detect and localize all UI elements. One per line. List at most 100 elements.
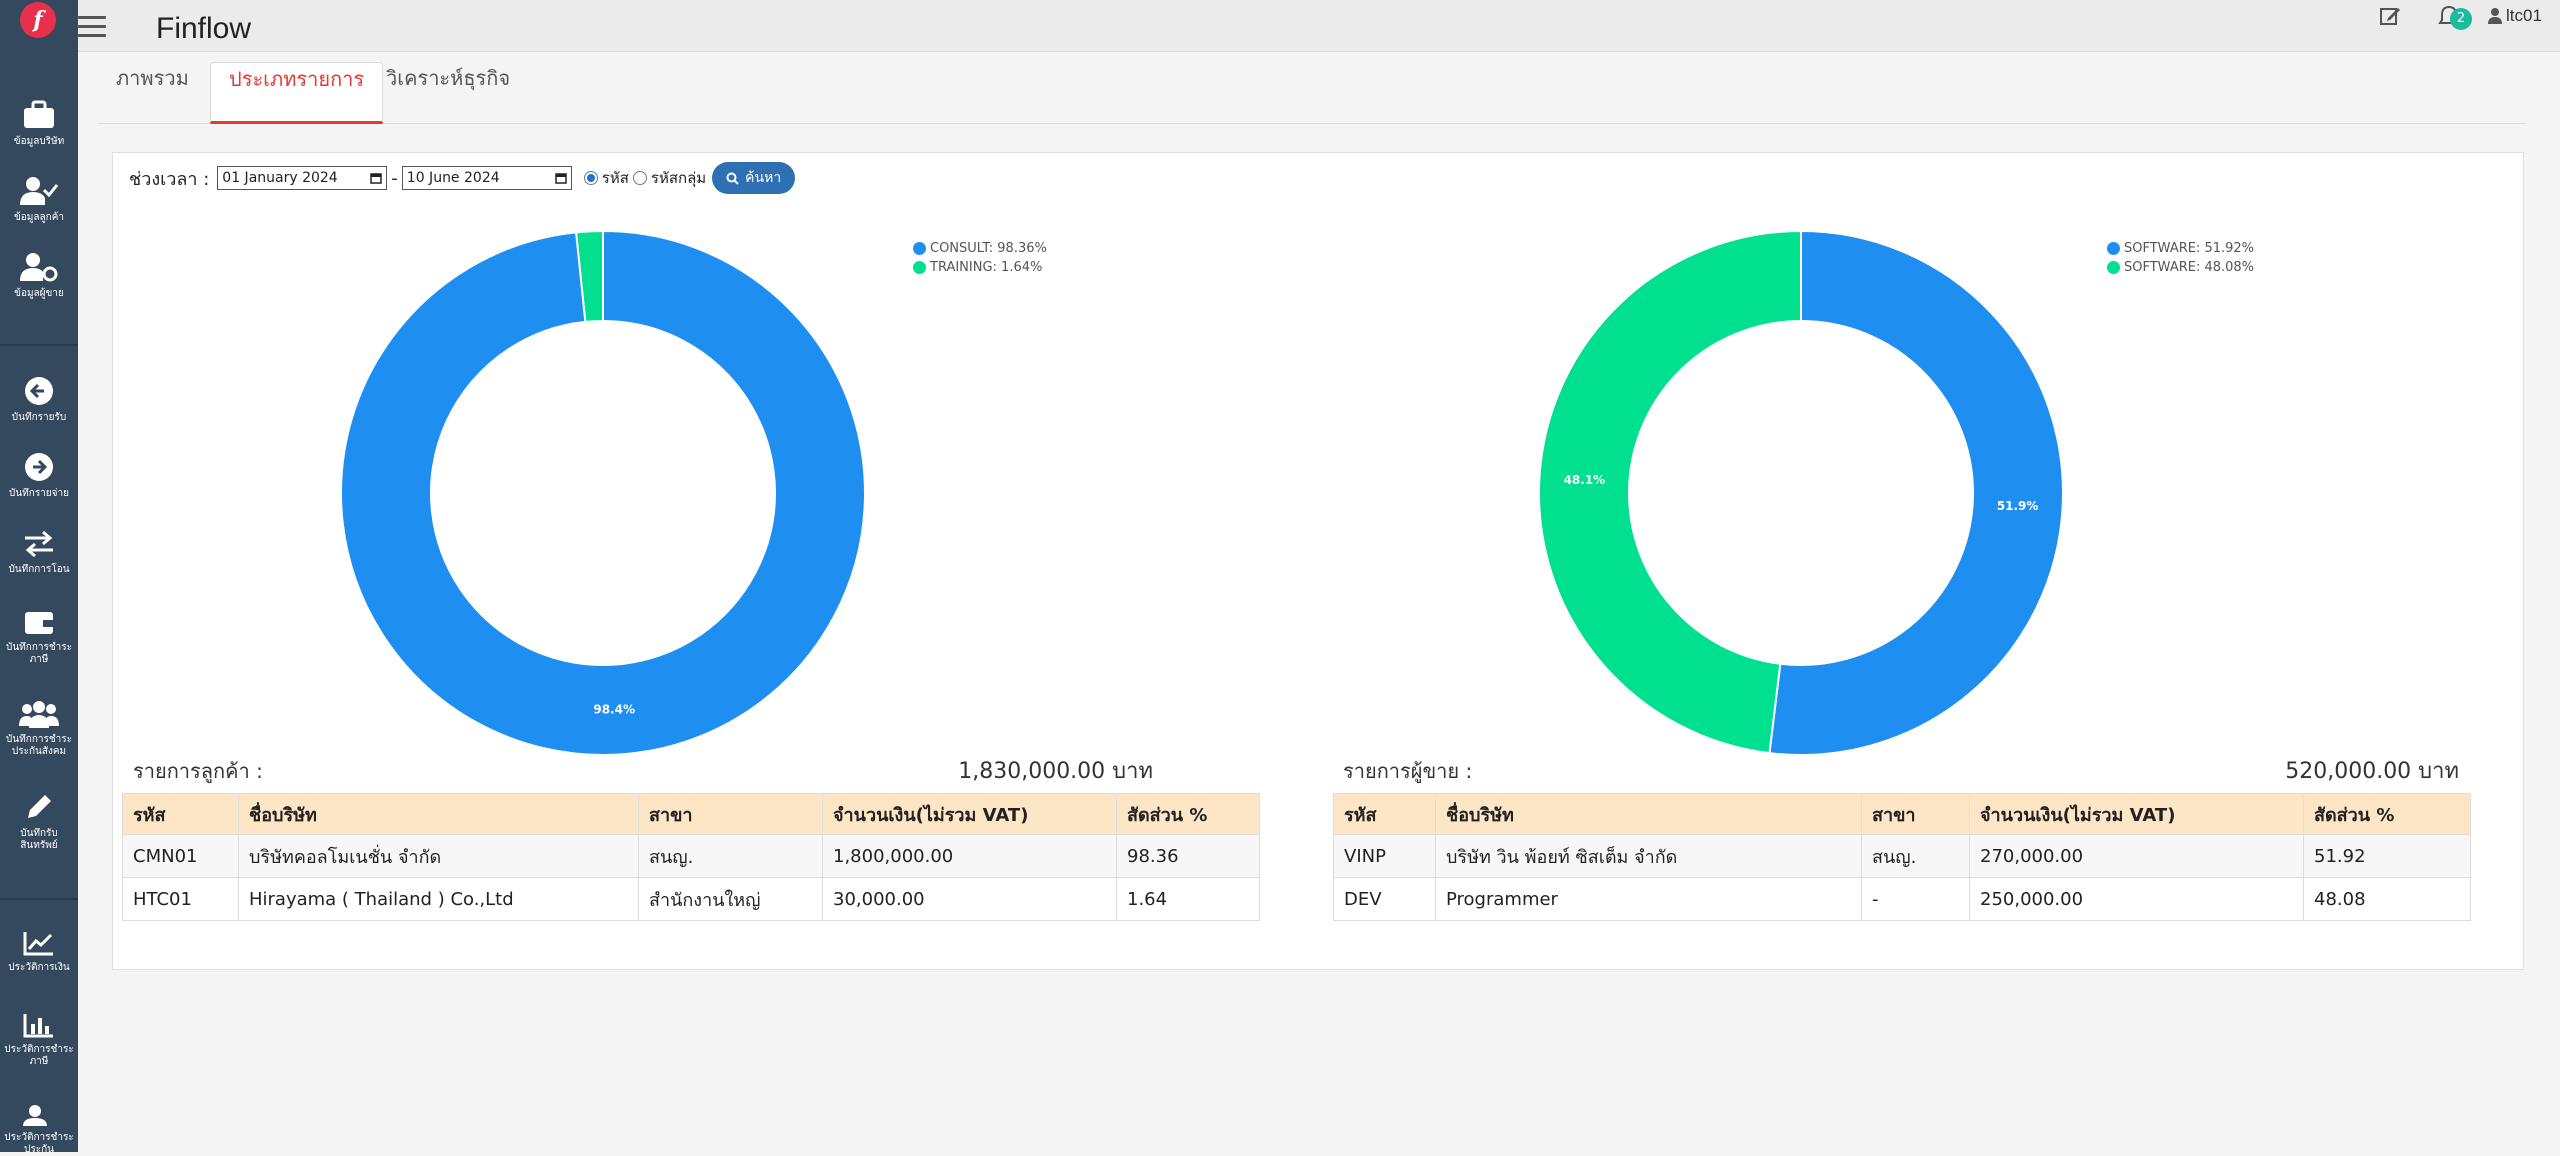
period-label: ช่วงเวลา : <box>129 168 210 190</box>
sidebar-item-income[interactable]: บันทึกรายรับ <box>0 376 78 424</box>
vendors-total: 520,000.00 บาท <box>2285 759 2459 784</box>
column-header[interactable]: สัดส่วน % <box>1116 793 1260 835</box>
line-chart-icon <box>23 932 53 956</box>
bell-icon[interactable] <box>2438 4 2460 28</box>
legend-item[interactable]: SOFTWARE: 48.08% <box>2107 258 2254 277</box>
topbar: Finflow 2 ltc01 <box>78 0 2560 52</box>
legend-item[interactable]: CONSULT: 98.36% <box>913 239 1047 258</box>
arrow-left-circle-icon <box>25 377 53 405</box>
username: ltc01 <box>2506 6 2542 25</box>
table-row[interactable]: CMN01 บริษัทคอลโมเนชั่น จำกัด สนญ. 1,800… <box>122 834 1260 878</box>
vendors-table: รหัส ชื่อบริษัท สาขา จำนวนเงิน(ไม่รวม VA… <box>1333 793 2471 921</box>
calendar-icon <box>555 173 567 184</box>
sidebar-item-vendors[interactable]: ข้อมูลผู้ขาย <box>0 252 78 300</box>
sidebar-item-expense[interactable]: บันทึกรายจ่าย <box>0 452 78 500</box>
cell-percent: 98.36 <box>1116 834 1260 878</box>
cell-code: DEV <box>1333 877 1436 921</box>
sidebar-item-label: ประวัติการชำระประกัน <box>4 1132 74 1155</box>
users-icon <box>19 701 59 728</box>
user-menu[interactable]: ltc01 <box>2488 6 2542 26</box>
cell-amount: 270,000.00 <box>1969 834 2304 878</box>
cell-branch: สำนักงานใหญ่ <box>638 877 823 921</box>
tab-transaction-types[interactable]: ประเภทรายการ <box>210 62 384 124</box>
cell-company: บริษัท วิน พ้อยท์ ซิสเต็ม จำกัด <box>1435 834 1862 878</box>
cell-percent: 51.92 <box>2303 834 2471 878</box>
calendar-icon <box>370 173 383 184</box>
legend-item[interactable]: TRAINING: 1.64% <box>913 258 1047 277</box>
radio-code[interactable] <box>583 171 598 185</box>
sidebar-item-assets[interactable]: บันทึกรับสินทรัพย์ <box>0 792 78 852</box>
sidebar-item-label: บันทึกรายจ่าย <box>8 488 69 499</box>
arrow-right-circle-icon <box>25 453 53 481</box>
sidebar: f ข้อมูลบริษัท ข้อมูลลูกค้า ข้อมูลผู้ขาย… <box>0 0 78 1155</box>
hamburger-menu-icon[interactable] <box>78 16 106 38</box>
sidebar-item-insurance-history[interactable]: ประวัติการชำระประกัน <box>0 1104 78 1156</box>
sidebar-divider <box>0 344 78 346</box>
sidebar-item-tax[interactable]: บันทึกการชำระภาษี <box>0 608 78 666</box>
cell-company: บริษัทคอลโมเนชั่น จำกัด <box>238 834 639 878</box>
customers-table: รหัส ชื่อบริษัท สาขา จำนวนเงิน(ไม่รวม VA… <box>122 793 1260 921</box>
user-check-icon <box>20 177 58 205</box>
exchange-icon <box>25 530 53 558</box>
vendors-section-title: รายการผู้ขาย : <box>1343 759 1473 783</box>
search-button[interactable]: ค้นหา <box>712 162 796 194</box>
donut-slice-software[interactable] <box>1768 229 2064 756</box>
sidebar-item-transfer[interactable]: บันทึกการโอน <box>0 530 78 576</box>
column-header[interactable]: สัดส่วน % <box>2303 793 2471 835</box>
table-row[interactable]: DEV Programmer - 250,000.00 48.08 <box>1333 877 2471 921</box>
briefcase-icon <box>24 100 54 128</box>
cell-percent: 48.08 <box>2303 877 2471 921</box>
column-header[interactable]: ชื่อบริษัท <box>1435 793 1862 835</box>
donut-slice-software[interactable] <box>1538 229 1802 755</box>
date-to-input[interactable]: 10 June 2024 <box>401 166 572 190</box>
sidebar-item-customers[interactable]: ข้อมูลลูกค้า <box>0 176 78 224</box>
column-header[interactable]: จำนวนเงิน(ไม่รวม VAT) <box>822 793 1117 835</box>
sidebar-item-label: ประวัติการเงิน <box>8 962 70 973</box>
sidebar-item-tax-history[interactable]: ประวัติการชำระภาษี <box>0 1012 78 1068</box>
radio-group-code-label: รหัสกลุ่ม <box>650 169 707 187</box>
date-from-value: 01 January 2024 <box>222 170 338 186</box>
column-header[interactable]: จำนวนเงิน(ไม่รวม VAT) <box>1969 793 2304 835</box>
column-header[interactable]: ชื่อบริษัท <box>238 793 639 835</box>
cell-branch: สนญ. <box>638 834 823 878</box>
legend-item[interactable]: SOFTWARE: 51.92% <box>2107 239 2254 258</box>
sidebar-item-label: บันทึกการชำระภาษี <box>5 642 72 665</box>
column-header[interactable]: รหัส <box>122 793 239 835</box>
cell-code: HTC01 <box>122 877 239 921</box>
table-row[interactable]: HTC01 Hirayama ( Thailand ) Co.,Ltd สำนั… <box>122 877 1260 921</box>
edit-icon[interactable] <box>2378 4 2402 28</box>
sidebar-item-label: บันทึกการโอน <box>8 564 70 575</box>
chart-legend-vendors: SOFTWARE: 51.92% SOFTWARE: 48.08% <box>2107 239 2254 277</box>
cell-company: Programmer <box>1435 877 1862 921</box>
pen-icon <box>28 795 51 818</box>
cell-amount: 250,000.00 <box>1969 877 2304 921</box>
donut-data-label: 51.9% <box>1997 499 2039 513</box>
donut-data-label: 48.1% <box>1564 473 1606 487</box>
legend-label: SOFTWARE: 48.08% <box>2124 260 2255 275</box>
donut-slice-consult[interactable] <box>340 229 866 756</box>
cell-amount: 30,000.00 <box>822 877 1117 921</box>
sidebar-item-social-security[interactable]: บันทึกการชำระประกันสังคม <box>0 700 78 758</box>
column-header[interactable]: สาขา <box>638 793 823 835</box>
radio-group-code[interactable] <box>632 171 647 185</box>
vendor-category-donut-chart: 51.9% 48.1% <box>1538 229 2064 756</box>
sidebar-item-label: บันทึกการชำระประกันสังคม <box>5 734 72 757</box>
sidebar-item-label: ประวัติการชำระภาษี <box>4 1044 74 1067</box>
app-logo[interactable]: f <box>20 2 56 38</box>
table-row[interactable]: VINP บริษัท วิน พ้อยท์ ซิสเต็ม จำกัด สนญ… <box>1333 834 2471 878</box>
sidebar-item-label: ข้อมูลลูกค้า <box>13 212 65 223</box>
tab-business-analysis[interactable]: วิเคราะห์ธุรกิจ <box>386 66 511 90</box>
tab-overview[interactable]: ภาพรวม <box>116 66 189 90</box>
date-from-input[interactable]: 01 January 2024 <box>217 166 388 190</box>
sidebar-item-company[interactable]: ข้อมูลบริษัท <box>0 100 78 148</box>
sidebar-item-label: บันทึกรับสินทรัพย์ <box>20 828 58 851</box>
column-header[interactable]: สาขา <box>1861 793 1970 835</box>
sidebar-divider <box>0 898 78 900</box>
donut-data-label: 98.4% <box>593 703 635 717</box>
sidebar-item-finance-history[interactable]: ประวัติการเงิน <box>0 930 78 974</box>
cell-code: VINP <box>1333 834 1436 878</box>
cell-amount: 1,800,000.00 <box>822 834 1117 878</box>
legend-label: TRAINING: 1.64% <box>930 260 1043 275</box>
radio-code-label: รหัส <box>601 169 629 187</box>
column-header[interactable]: รหัส <box>1333 793 1436 835</box>
